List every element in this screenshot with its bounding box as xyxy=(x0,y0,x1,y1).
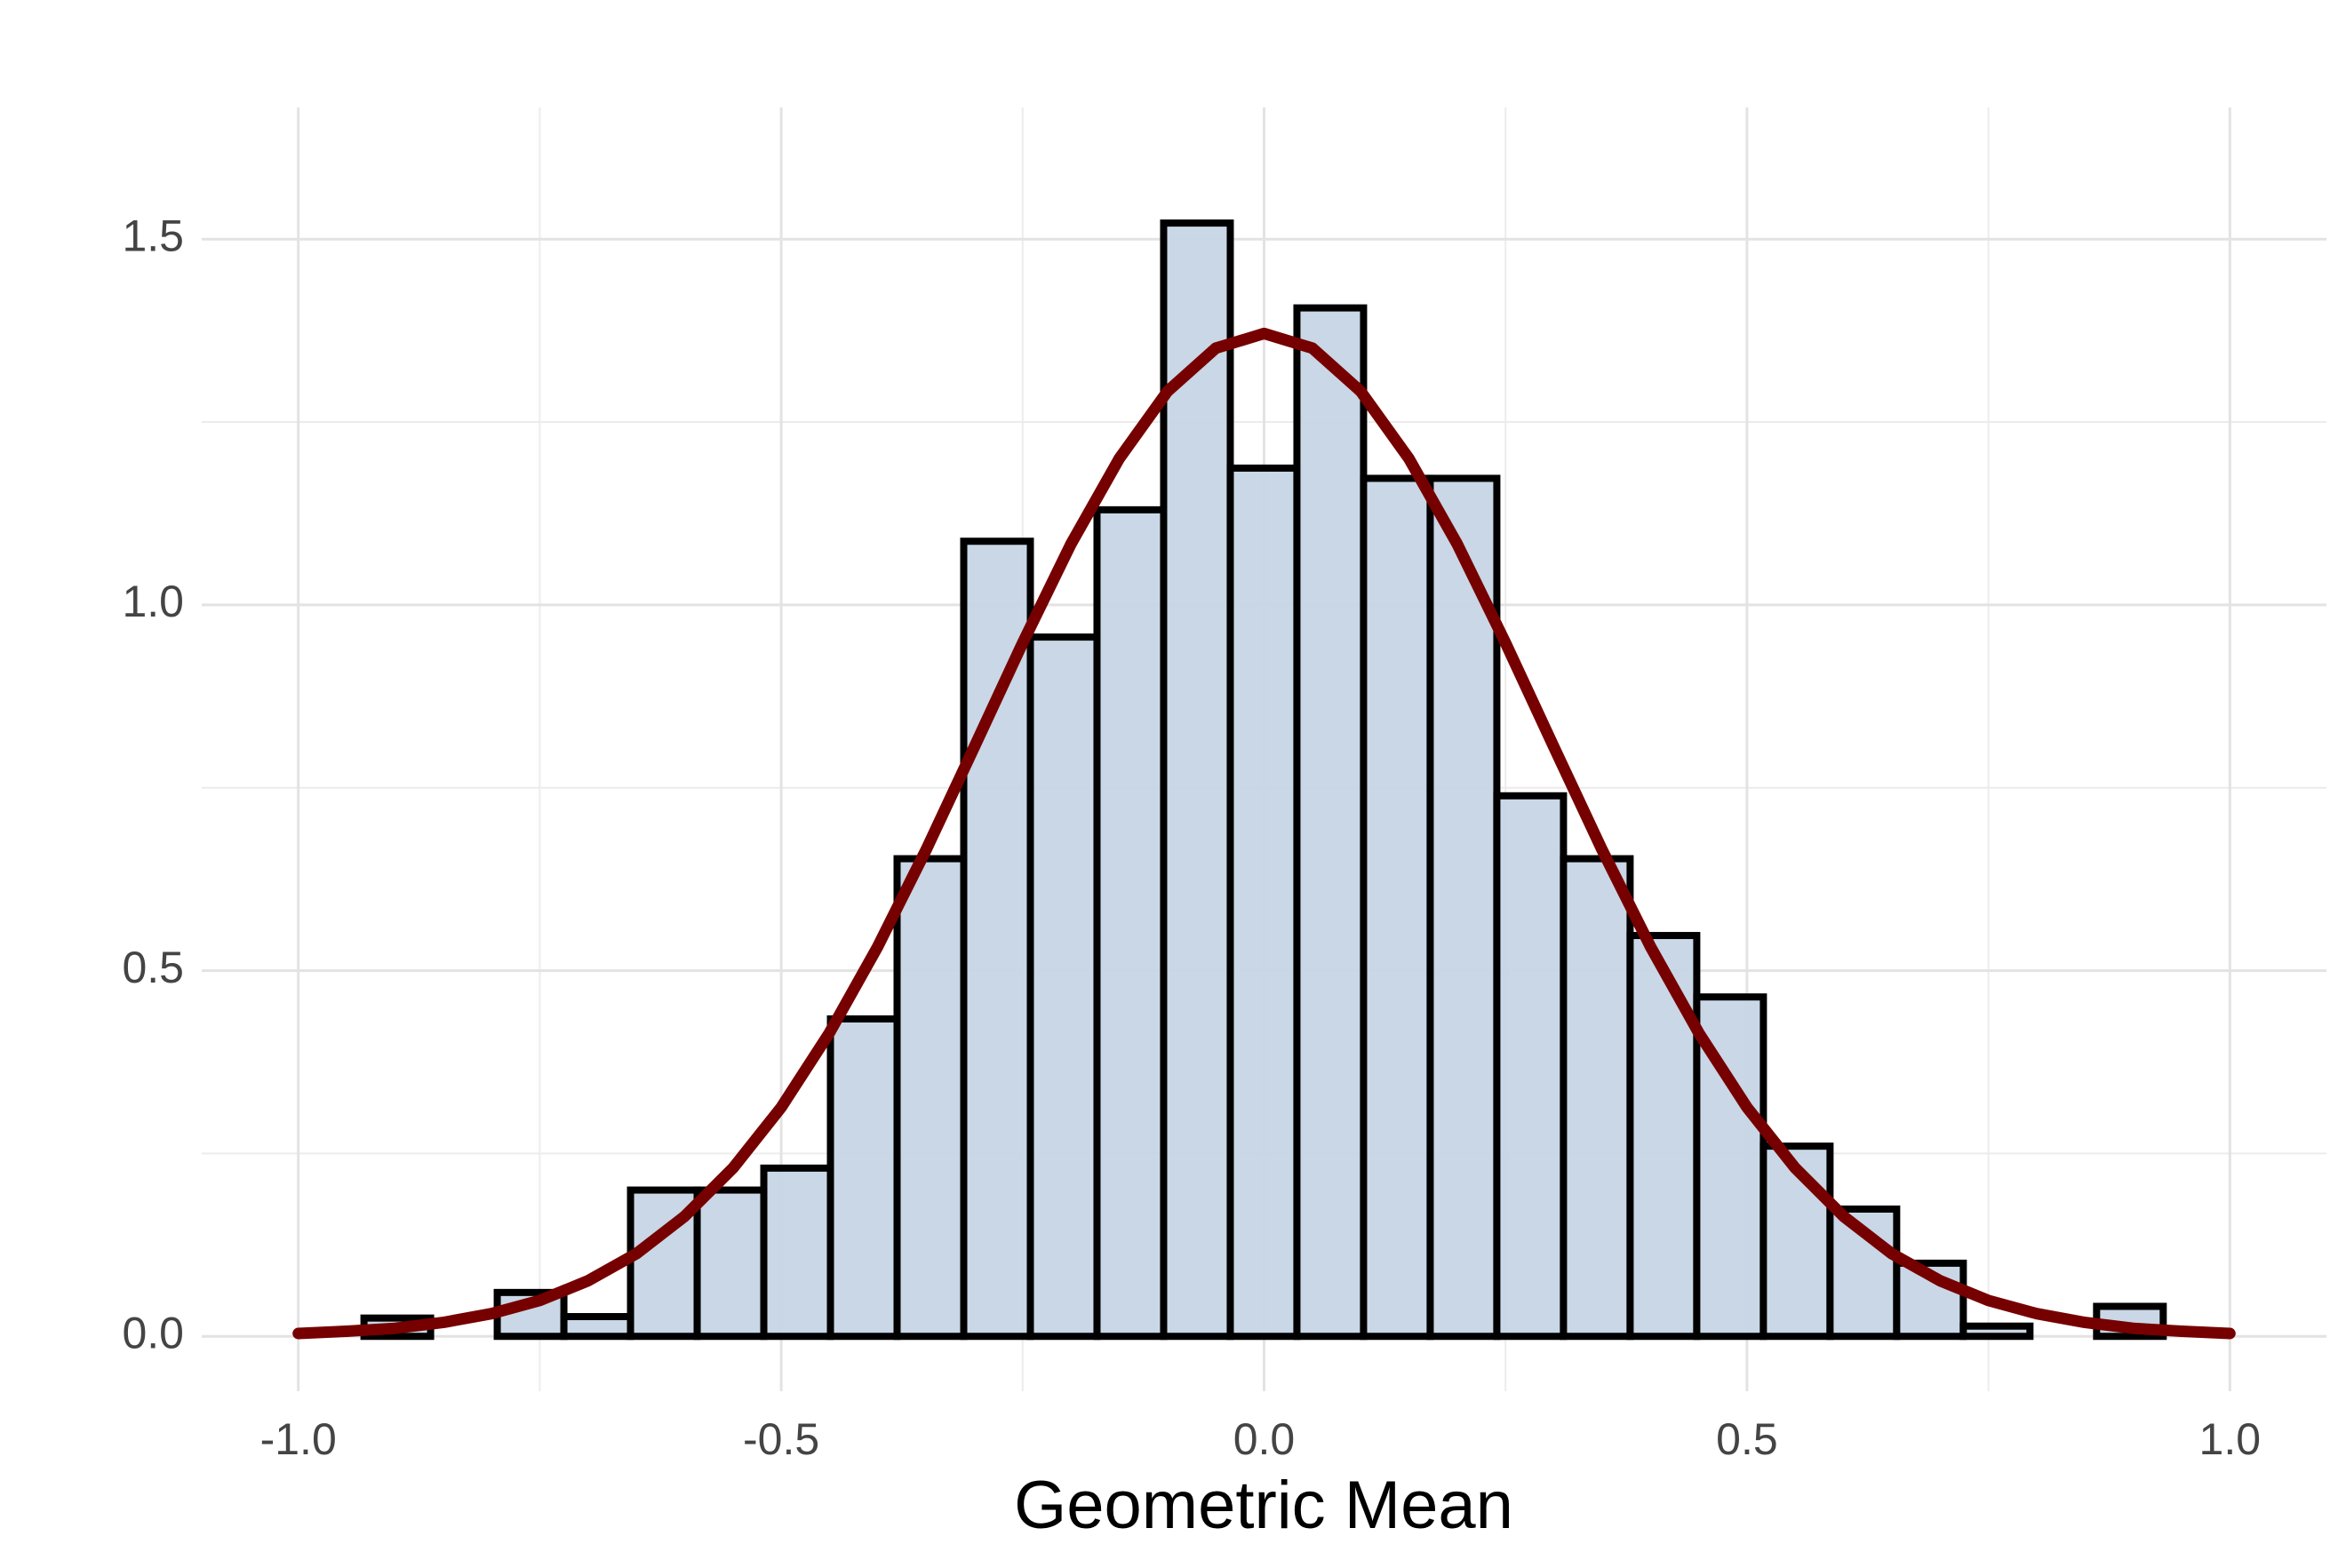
x-tick-label: -1.0 xyxy=(260,1414,337,1464)
bar xyxy=(826,1015,901,1341)
bar xyxy=(960,537,1034,1341)
bar xyxy=(1293,304,1368,1341)
x-tick-label: 0.0 xyxy=(1233,1414,1296,1464)
bar xyxy=(560,1313,634,1341)
bar xyxy=(893,855,968,1341)
bar xyxy=(693,1186,768,1341)
y-tick-label: 1.5 xyxy=(122,211,184,260)
density-curve xyxy=(292,327,2236,1340)
bar xyxy=(1959,1322,2034,1341)
y-tick-label: 1.0 xyxy=(122,577,184,626)
bar xyxy=(1493,792,1568,1341)
bar xyxy=(1893,1259,1967,1341)
x-tick-label: -0.5 xyxy=(743,1414,819,1464)
bar xyxy=(1093,505,1168,1341)
bar xyxy=(1560,855,1634,1341)
x-tick-label: 0.5 xyxy=(1716,1414,1778,1464)
bar xyxy=(1626,932,1701,1341)
bar xyxy=(1026,633,1101,1341)
bar xyxy=(1360,474,1434,1341)
bar xyxy=(1226,464,1301,1341)
bar xyxy=(760,1164,834,1341)
y-tick-label: 0.5 xyxy=(122,943,184,992)
x-tick-label: 1.0 xyxy=(2199,1414,2262,1464)
x-axis-title: Geometric Mean xyxy=(1014,1468,1513,1543)
y-tick-label: 0.0 xyxy=(122,1308,184,1357)
bar xyxy=(1160,219,1234,1341)
bar xyxy=(1760,1142,1834,1341)
